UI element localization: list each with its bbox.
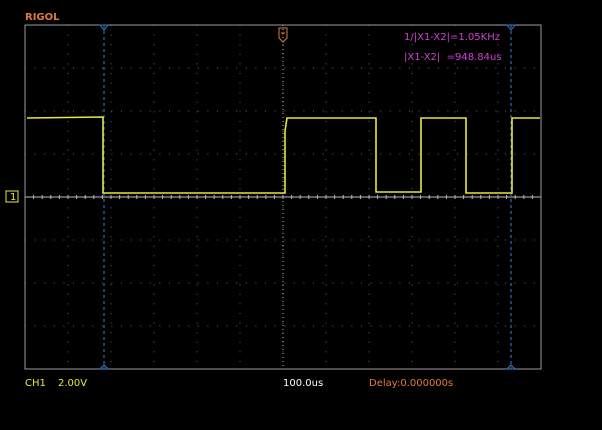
channel-marker: 1 — [10, 192, 16, 203]
brand: RIGOL — [25, 12, 60, 23]
channel-label: CH1 — [25, 378, 46, 389]
timebase: 100.0us — [283, 378, 323, 389]
channel-volts: 2.00V — [58, 378, 87, 389]
delay: Delay:0.000000s — [369, 378, 453, 389]
cursor-delta: |X1-X2| =948.84us — [404, 52, 502, 63]
cursor-markers — [98, 24, 517, 370]
waveform-ch1 — [26, 116, 540, 194]
graticule — [24, 25, 541, 369]
cursor-frequency: 1/|X1-X2|=1.05KHz — [404, 32, 500, 43]
graticule-border — [24, 24, 542, 370]
channel-marker-box — [5, 190, 19, 203]
trigger-position-marker — [278, 27, 288, 43]
